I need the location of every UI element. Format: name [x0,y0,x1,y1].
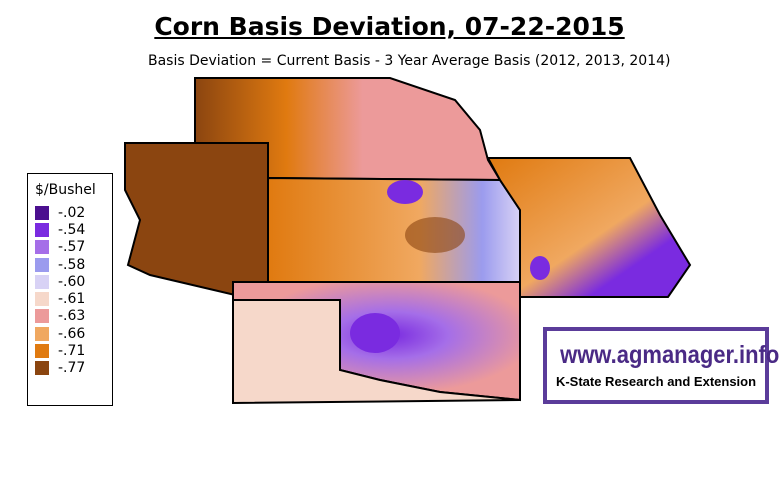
legend-item: -.61 [35,290,112,307]
legend-swatch [35,344,49,359]
legend-swatch [35,240,49,255]
legend-item: -.60 [35,273,112,290]
legend-label: -.58 [58,256,86,273]
legend-item: -.58 [35,256,112,273]
region [350,313,400,353]
legend-items: -.02 -.54 -.57 -.58 -.60 -.61 -.63 -.66 -.71 -.77 [28,204,112,377]
legend-title: $/Bushel [35,182,96,198]
region [387,180,423,204]
watermark-org: K-State Research and Extension [555,374,757,389]
legend-swatch [35,361,49,376]
legend-label: -.57 [58,239,86,256]
texas-panhandle [232,299,521,405]
legend-swatch [35,326,49,341]
legend-label: -.60 [58,273,86,290]
watermark-url: www.agmanager.info [560,341,779,369]
legend-item: -.57 [35,239,112,256]
region [530,256,550,280]
legend-label: -.63 [58,308,86,325]
legend-swatch [35,274,49,289]
colorado [124,142,269,297]
subtitle: Basis Deviation = Current Basis - 3 Year… [148,53,671,69]
legend-label: -.54 [58,221,86,238]
legend-swatch [35,292,49,307]
title: Corn Basis Deviation, 07-22-2015 [154,12,625,41]
legend-item: -.77 [35,360,112,377]
legend-label: -.61 [58,291,86,308]
legend-swatch [35,205,49,220]
legend-item: -.71 [35,342,112,359]
legend-item: -.66 [35,325,112,342]
legend: $/Bushel -.02 -.54 -.57 -.58 -.60 -.61 -.63 -.6… [27,173,113,406]
legend-label: -.77 [58,360,86,377]
region [405,217,465,253]
legend-item: -.54 [35,221,112,238]
legend-swatch [35,309,49,324]
legend-item: -.63 [35,308,112,325]
watermark: www.agmanager.info K-State Research and … [543,327,779,404]
legend-swatch [35,222,49,237]
legend-label: -.02 [58,204,86,221]
legend-swatch [35,257,49,272]
legend-label: -.71 [58,343,86,360]
legend-label: -.66 [58,325,86,342]
legend-item: -.02 [35,204,112,221]
